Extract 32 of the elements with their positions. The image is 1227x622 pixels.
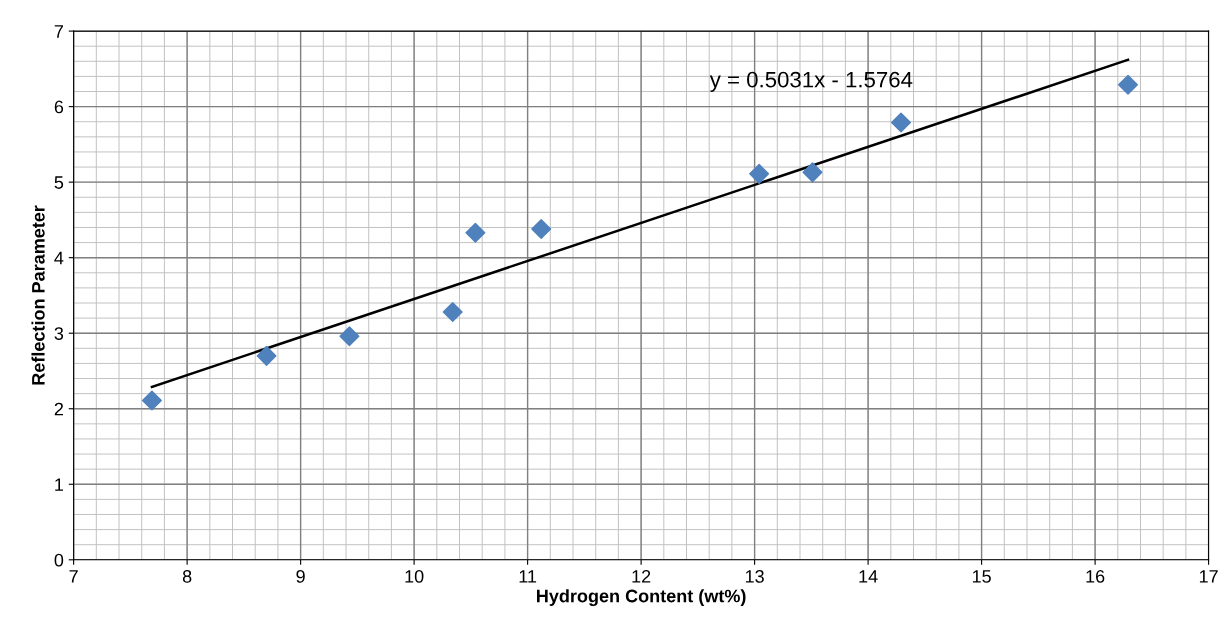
- point: [891, 112, 912, 133]
- y-tick-label: 0: [54, 553, 64, 567]
- x-tick-label: 9: [296, 570, 305, 583]
- x-tick-label: 13: [745, 570, 764, 583]
- point: [531, 218, 552, 239]
- annotation: y = 0.5031x - 1.5764: [709, 71, 913, 92]
- point: [749, 163, 770, 184]
- x-tick-label: 11: [519, 570, 537, 583]
- x-tick-label: 7: [69, 570, 78, 583]
- y-tick-label: 4: [54, 251, 64, 265]
- point: [802, 162, 823, 183]
- point: [442, 302, 463, 323]
- y-tick-label: 2: [54, 402, 63, 416]
- y-tick-label: 1: [55, 478, 64, 491]
- point: [256, 345, 277, 366]
- point: [1117, 74, 1139, 95]
- x-axis-title: Hydrogen Content (wt%): [537, 589, 746, 607]
- x-tick-label: 12: [632, 570, 651, 583]
- point: [339, 326, 360, 347]
- y-tick-label: 6: [54, 100, 64, 114]
- x-tick-label: 16: [1086, 570, 1105, 583]
- point: [141, 390, 162, 411]
- x-tick-label: 17: [1199, 570, 1218, 583]
- x-tick-label: 14: [859, 570, 878, 583]
- y-tick-label: 5: [54, 176, 64, 189]
- x-tick-label: 8: [182, 570, 192, 583]
- x-tick-label: 15: [972, 570, 991, 583]
- y-tick-label: 3: [54, 327, 64, 340]
- point: [465, 222, 486, 243]
- y-tick-label: 7: [54, 25, 63, 38]
- y-axis-title: Reflection Parameter: [31, 205, 45, 385]
- x-tick-label: 10: [405, 570, 424, 583]
